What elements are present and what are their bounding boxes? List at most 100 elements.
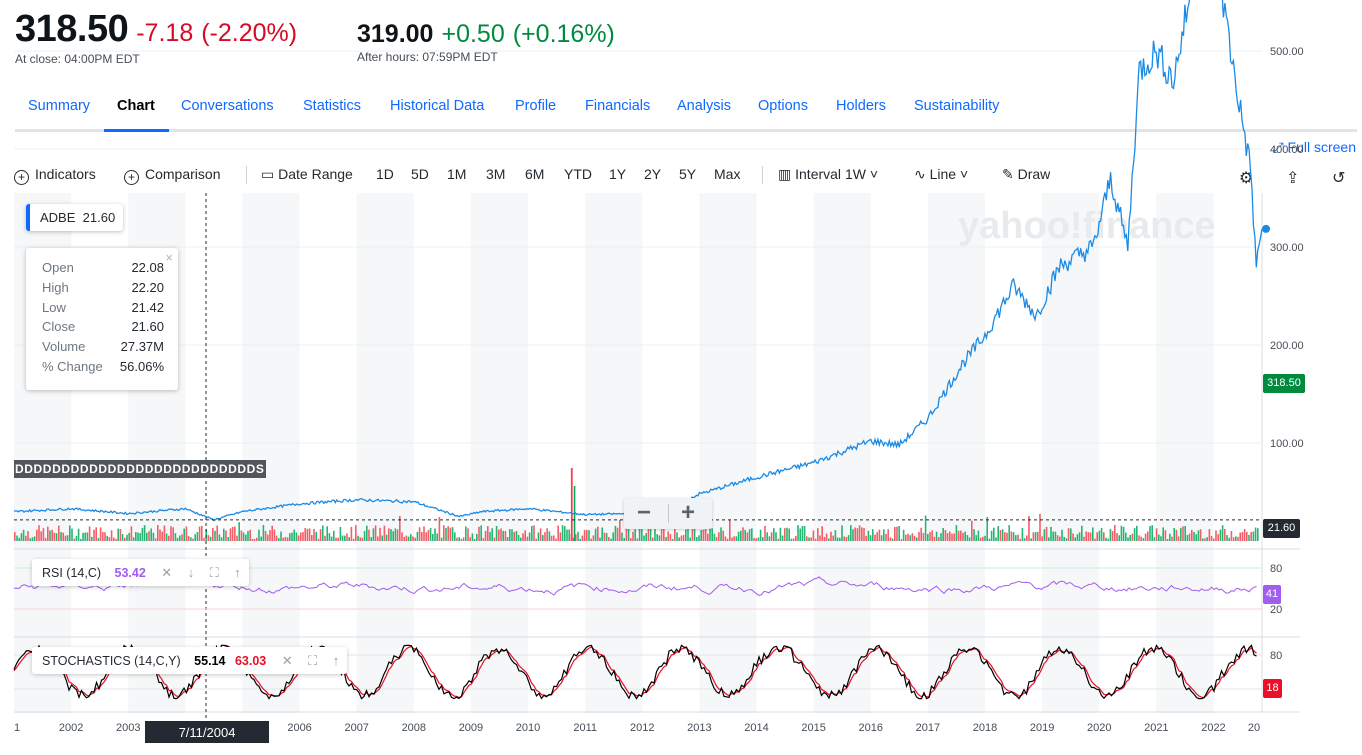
close-icon[interactable]: ✕: [161, 565, 173, 580]
volume-bar: [588, 530, 590, 541]
after-hours-time-label: After hours: 07:59PM EDT: [357, 50, 498, 64]
volume-bar: [1030, 538, 1032, 541]
range-5y[interactable]: 5Y: [679, 166, 697, 182]
expand-icon[interactable]: ⛶: [308, 653, 318, 668]
draw-button[interactable]: ✎ Draw: [1002, 166, 1050, 183]
tab-chart[interactable]: Chart: [117, 98, 155, 114]
volume-bar: [608, 537, 610, 541]
expand-icon[interactable]: ⛶: [209, 565, 219, 580]
volume-bar: [1195, 534, 1197, 541]
chart-type-selector[interactable]: ∿ Line ˅: [914, 166, 968, 183]
volume-bar: [984, 535, 986, 541]
volume-bar: [495, 525, 498, 541]
range-5d[interactable]: 5D: [411, 166, 429, 182]
volume-bar: [1127, 537, 1129, 541]
tab-conversations[interactable]: Conversations: [181, 98, 274, 114]
volume-bar: [537, 532, 540, 541]
year-band: [699, 193, 757, 713]
volume-bar: [69, 525, 71, 541]
stochastics-indicator-chip[interactable]: STOCHASTICS (14,C,Y) 55.14 63.03 ✕ ⛶ ↑: [32, 647, 348, 674]
volume-bar: [449, 527, 452, 541]
full-screen-button[interactable]: ⤢ Full screen: [1272, 139, 1356, 156]
date-range-button[interactable]: ▭ Date Range: [261, 166, 353, 183]
ohlc-row: Low 21.42: [42, 300, 164, 320]
close-icon[interactable]: ✕: [281, 653, 293, 668]
volume-bar: [1017, 534, 1019, 541]
volume-bar: [590, 538, 592, 541]
tab-profile[interactable]: Profile: [515, 98, 557, 114]
volume-bar: [25, 535, 27, 541]
volume-bar: [520, 537, 522, 541]
after-hours-price: 319.00: [357, 20, 434, 48]
volume-bar: [773, 528, 775, 541]
rsi-indicator-chip[interactable]: RSI (14,C) 53.42 ✕ ↓ ⛶ ↑: [32, 559, 249, 586]
volume-bar: [302, 532, 304, 541]
tab-options[interactable]: Options: [758, 98, 808, 114]
volume-bar: [621, 532, 623, 541]
tab-holders[interactable]: Holders: [836, 98, 886, 114]
volume-bar: [966, 535, 969, 541]
range-3m[interactable]: 3M: [486, 166, 506, 182]
volume-bar: [1246, 531, 1248, 541]
reset-icon[interactable]: ↺: [1332, 170, 1346, 187]
volume-bar: [726, 538, 729, 541]
volume-bar: [491, 528, 493, 541]
volume-bar: [227, 537, 229, 541]
arrow-up-icon[interactable]: ↑: [234, 565, 241, 580]
range-max[interactable]: Max: [714, 166, 741, 182]
volume-bar: [456, 537, 458, 541]
volume-bar: [1169, 533, 1171, 541]
volume-bar: [220, 537, 223, 541]
indicators-button[interactable]: + Indicators: [14, 166, 96, 185]
volume-bar: [968, 537, 971, 541]
volume-bar: [1039, 513, 1041, 541]
volume-bar: [907, 533, 909, 541]
range-ytd[interactable]: YTD: [564, 166, 592, 182]
settings-icon[interactable]: ⚙: [1239, 170, 1254, 187]
volume-bar: [722, 530, 724, 541]
dividend-events-strip[interactable]: DDDDDDDDDDDDDDDDDDDDDDDDDDS: [14, 460, 266, 478]
range-1m[interactable]: 1M: [447, 166, 467, 182]
range-6m[interactable]: 6M: [525, 166, 545, 182]
range-1d[interactable]: 1D: [376, 166, 394, 182]
volume-bar: [1250, 532, 1252, 541]
volume-bar: [355, 525, 357, 541]
range-1y[interactable]: 1Y: [609, 166, 627, 182]
tab-sustainability[interactable]: Sustainability: [914, 98, 1000, 114]
volume-bar: [1182, 526, 1184, 541]
comparison-button[interactable]: + Comparison: [124, 166, 220, 185]
volume-bar: [729, 519, 731, 541]
volume-bar: [135, 532, 137, 541]
tab-statistics[interactable]: Statistics: [303, 98, 362, 114]
volume-bar: [1129, 534, 1131, 541]
volume-bar: [1138, 535, 1140, 541]
volume-bar: [1147, 531, 1149, 541]
tab-analysis[interactable]: Analysis: [677, 98, 731, 114]
volume-bar: [1230, 530, 1233, 541]
volume-bar: [812, 530, 815, 541]
zoom-in-button[interactable]: +: [681, 499, 696, 526]
volume-bar: [861, 527, 863, 541]
volume-bar: [447, 526, 449, 541]
volume-bar: [885, 533, 887, 541]
arrow-up-icon[interactable]: ↑: [332, 653, 340, 668]
volume-bar: [995, 537, 997, 541]
tab-summary[interactable]: Summary: [28, 98, 91, 114]
volume-bar: [269, 530, 271, 541]
zoom-out-button[interactable]: −: [637, 499, 652, 526]
time-tick-label: 2007: [344, 722, 368, 734]
share-icon[interactable]: ⇪: [1286, 170, 1300, 187]
time-tick-label: 2006: [287, 722, 311, 734]
volume-bar: [1032, 532, 1035, 541]
ticker-chip[interactable]: ADBE 21.60: [26, 204, 124, 231]
interval-label: Interval: [795, 166, 842, 182]
volume-bar: [647, 527, 650, 541]
close-icon[interactable]: ×: [165, 250, 173, 265]
tab-historical-data[interactable]: Historical Data: [390, 98, 485, 114]
range-2y[interactable]: 2Y: [644, 166, 662, 182]
volume-bar: [880, 535, 883, 541]
tab-financials[interactable]: Financials: [585, 98, 651, 114]
arrow-down-icon[interactable]: ↓: [187, 565, 195, 580]
interval-selector[interactable]: ▥ Interval 1W ˅: [778, 166, 878, 183]
